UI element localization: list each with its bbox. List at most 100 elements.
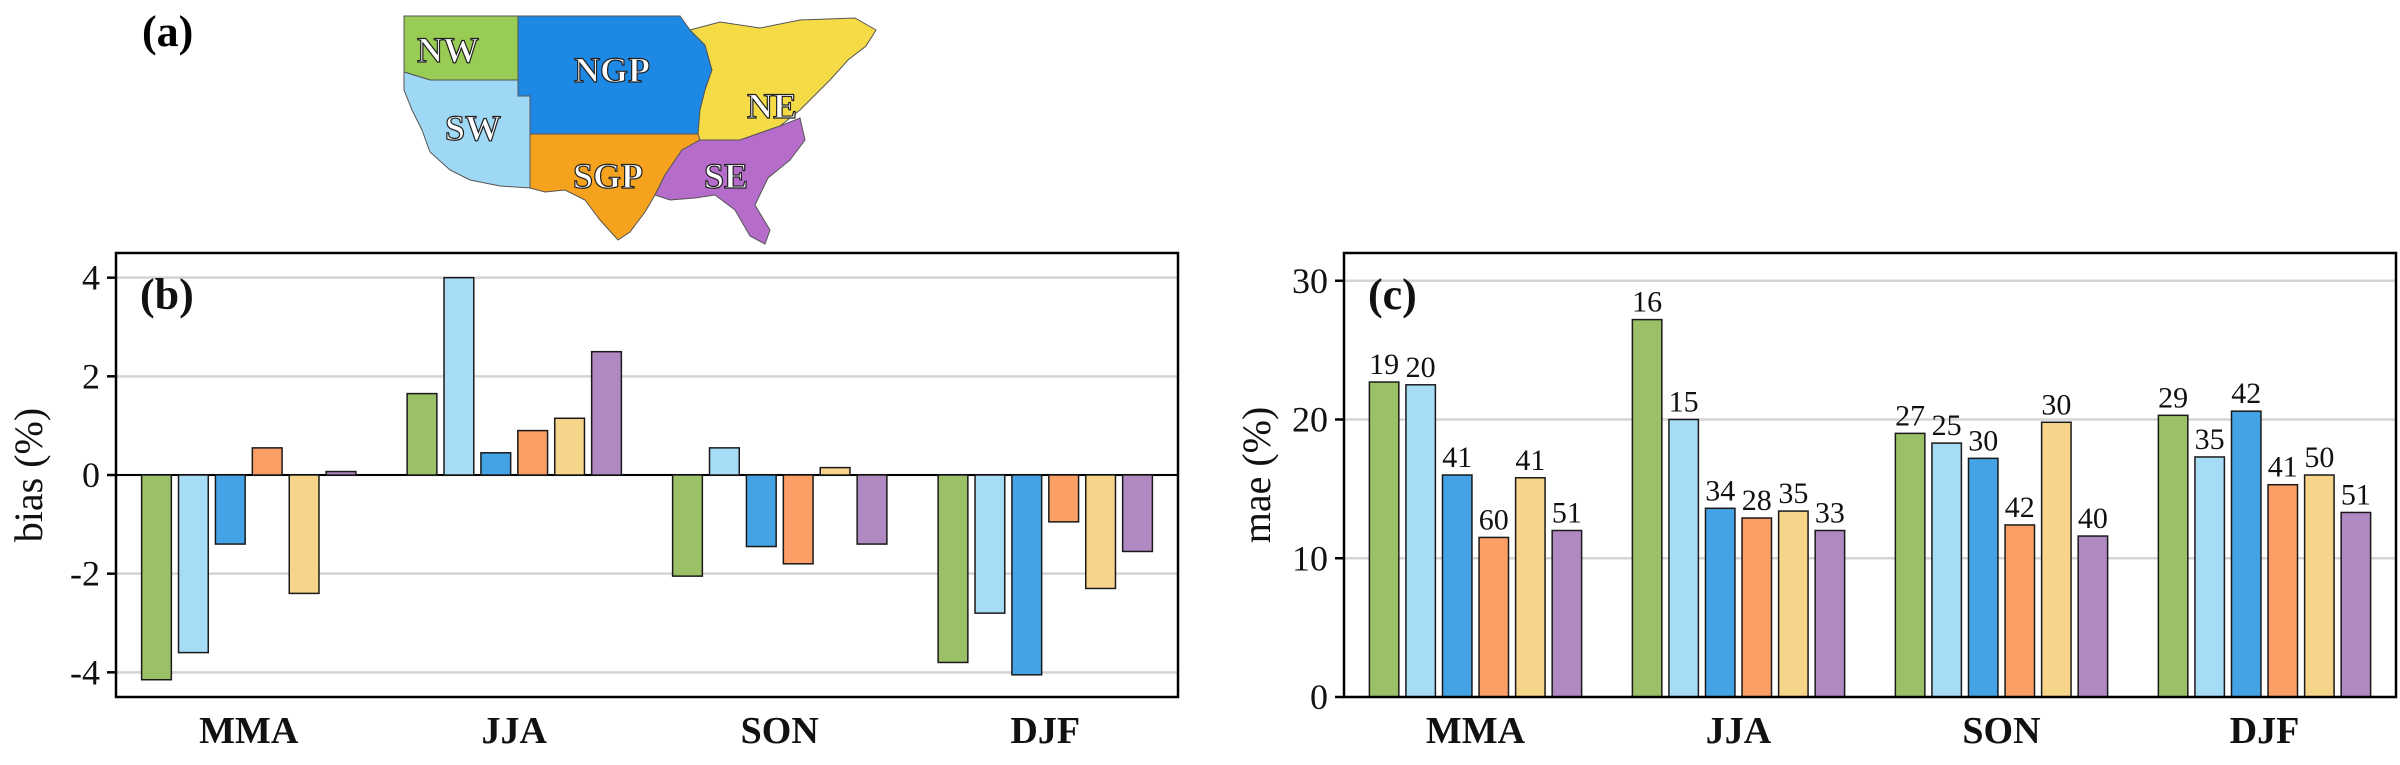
bar-value-label: 51 [2341, 478, 2371, 511]
bar [553, 417, 586, 476]
bar [1894, 432, 1926, 698]
region-label-sgp: SGP [573, 156, 643, 196]
bar-value-label: 19 [1369, 348, 1399, 381]
bar-value-label: 25 [1932, 409, 1962, 442]
region-ne-shape [689, 17, 877, 141]
bar-value-label: 15 [1669, 386, 1699, 419]
x-tick-label: JJA [482, 710, 548, 752]
bar [1405, 384, 1437, 698]
region-se-shape [654, 117, 806, 245]
y-tick-label: 10 [1292, 538, 1328, 578]
panel-a: (a) NW NGP NE SW SGP SE [142, 7, 877, 245]
bar [325, 470, 357, 476]
bar-value-label: 34 [1705, 474, 1735, 507]
bar-value-label: 35 [1778, 477, 1808, 510]
x-tick-label: DJF [1010, 710, 1080, 752]
bar-value-label: 30 [1968, 424, 1998, 457]
bar [590, 350, 623, 476]
bar-value-label: 30 [2041, 388, 2071, 421]
bar [745, 474, 777, 548]
bar [140, 474, 173, 681]
bar [1441, 474, 1473, 698]
region-label-nw: NW [417, 30, 479, 70]
y-tick-label: 30 [1292, 261, 1328, 301]
panel-label: (c) [1368, 270, 1417, 319]
bar-value-label: 29 [2158, 381, 2188, 414]
mae-chart: 19 16 27 29 20 15 25 35 41 34 30 42 60 28 42 41 41 35 30 50… [1234, 251, 2398, 752]
y-tick-label: 20 [1292, 400, 1328, 440]
region-label-ngp: NGP [574, 50, 650, 90]
bias-chart: 4 2 0 -2 -4 MMA JJA SON DJF bias (%) (b) [6, 251, 1180, 752]
bar-value-label: 33 [1815, 497, 1845, 530]
x-tick-label: MMA [199, 710, 299, 752]
bar [251, 447, 283, 476]
bar-value-label: 41 [1442, 441, 1472, 474]
bar [1514, 477, 1546, 698]
bar [708, 447, 741, 476]
x-tick-label: JJA [1706, 710, 1772, 752]
bar [288, 474, 320, 595]
region-label-se: SE [704, 156, 748, 196]
bar-value-label: 41 [2268, 451, 2298, 484]
bar [2077, 535, 2109, 698]
y-tick-label: 4 [82, 258, 100, 298]
bar [177, 474, 210, 654]
bar-value-label: 42 [2005, 491, 2035, 524]
bar [1048, 474, 1080, 523]
bar [2267, 483, 2299, 698]
bar-value-label: 35 [2195, 423, 2225, 456]
bar [1084, 474, 1117, 590]
bar [2157, 414, 2189, 698]
region-label-sw: SW [445, 108, 501, 148]
bar-value-label: 27 [1895, 399, 1925, 432]
bar [214, 474, 246, 545]
bar [974, 474, 1006, 614]
y-axis-label: mae (%) [1234, 407, 1279, 544]
bar-value-label: 41 [1515, 444, 1545, 477]
bar [1121, 474, 1154, 553]
bar-value-label: 50 [2304, 441, 2334, 474]
bar-value-label: 20 [1406, 351, 1436, 384]
plot-frame [1342, 251, 2398, 699]
bar [819, 466, 851, 476]
bar [2340, 511, 2372, 698]
bar [782, 474, 814, 565]
bar [1777, 510, 1809, 698]
x-tick-label: DJF [2230, 710, 2300, 752]
bar [1967, 457, 1999, 698]
bar [1931, 442, 1963, 698]
us-regions-map: NW NGP NE SW SGP SE [403, 15, 877, 245]
bar [517, 429, 549, 476]
bar [671, 474, 704, 577]
bar [443, 276, 475, 476]
bar [1368, 381, 1400, 698]
bar [2040, 421, 2072, 698]
bar [1668, 418, 1700, 698]
panel-a-label: (a) [142, 7, 193, 56]
region-label-ne: NE [747, 86, 797, 126]
bar [2303, 474, 2335, 698]
panel-label: (b) [140, 270, 194, 319]
bar-value-label: 60 [1479, 503, 1509, 536]
bar [1814, 529, 1846, 698]
bar-value-label: 42 [2231, 377, 2261, 410]
bar [2194, 456, 2226, 698]
bar [1631, 318, 1663, 698]
bar-value-label: 40 [2078, 502, 2108, 535]
bar [1011, 474, 1043, 676]
x-tick-label: SON [741, 710, 819, 752]
x-tick-label: SON [1962, 710, 2040, 752]
y-tick-label: 0 [1310, 677, 1328, 717]
bar [2004, 524, 2036, 698]
bar-value-label: 51 [1552, 497, 1582, 530]
bar [1704, 507, 1736, 698]
bar [1551, 529, 1583, 698]
bar-value-label: 16 [1632, 286, 1662, 319]
bar [1741, 517, 1773, 698]
y-tick-label: -2 [70, 554, 100, 594]
bar [2230, 410, 2262, 698]
bar [856, 474, 888, 545]
y-tick-label: 2 [82, 356, 100, 396]
y-axis-label: bias (%) [6, 408, 51, 542]
